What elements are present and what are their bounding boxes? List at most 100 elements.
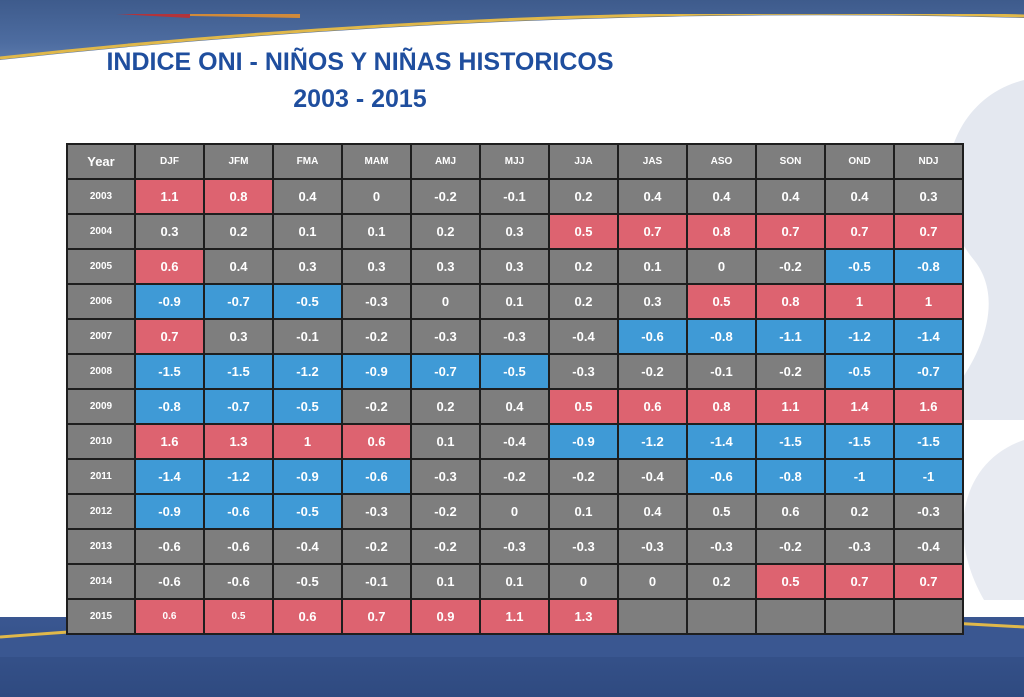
oni-value-cell: -0.6 <box>134 528 205 565</box>
oni-value-cell: 0.7 <box>824 213 895 250</box>
oni-value-cell: 0.3 <box>341 248 412 285</box>
column-header-ndj: NDJ <box>893 143 964 180</box>
oni-value-cell: 0.4 <box>272 178 343 215</box>
oni-value-cell: -0.9 <box>548 423 619 460</box>
oni-value-cell: -0.7 <box>203 388 274 425</box>
oni-value-cell: 0.1 <box>410 563 481 600</box>
oni-value-cell: -0.6 <box>686 458 757 495</box>
oni-value-cell: 0.4 <box>203 248 274 285</box>
oni-value-cell: 0.5 <box>755 563 826 600</box>
year-cell: 2004 <box>66 213 136 250</box>
oni-value-cell: 0 <box>686 248 757 285</box>
oni-value-cell: -0.3 <box>341 283 412 320</box>
oni-value-cell: 0 <box>479 493 550 530</box>
oni-value-cell: -0.3 <box>410 458 481 495</box>
table-row: 2010 1.6 1.3 1 0.6 0.1 -0.4 -0.9 -1.2 -1.4 -1.5 -1.… <box>66 423 964 460</box>
oni-value-cell: 0.1 <box>272 213 343 250</box>
oni-value-cell: 0.2 <box>686 563 757 600</box>
oni-value-cell: 0.8 <box>755 283 826 320</box>
table-row: 2006 -0.9 -0.7 -0.5 -0.3 0 0.1 0.2 0.3 0.5 0.8 1 1 <box>66 283 964 320</box>
oni-value-cell: -0.4 <box>893 528 964 565</box>
oni-value-cell: -0.3 <box>824 528 895 565</box>
oni-value-cell: -0.2 <box>410 493 481 530</box>
oni-value-cell: 0.1 <box>410 423 481 460</box>
table-row: 2015 0.6 0.5 0.6 0.7 0.9 1.1 1.3 <box>66 598 964 635</box>
oni-value-cell: -0.7 <box>410 353 481 390</box>
oni-value-cell: -0.4 <box>479 423 550 460</box>
oni-value-cell: -1.5 <box>755 423 826 460</box>
oni-value-cell: -0.2 <box>479 458 550 495</box>
oni-value-cell: -0.3 <box>479 318 550 355</box>
year-cell: 2010 <box>66 423 136 460</box>
oni-value-cell: 0.5 <box>203 598 274 635</box>
oni-value-cell: 1.3 <box>203 423 274 460</box>
header-curve-decoration <box>0 14 1024 84</box>
oni-value-cell: 1 <box>824 283 895 320</box>
oni-value-cell: 0 <box>410 283 481 320</box>
oni-value-cell: -1 <box>824 458 895 495</box>
oni-value-cell: -1.4 <box>134 458 205 495</box>
oni-value-cell: 0.9 <box>410 598 481 635</box>
oni-value-cell: -0.3 <box>479 528 550 565</box>
oni-value-cell: -0.5 <box>272 388 343 425</box>
table-row: 2005 0.6 0.4 0.3 0.3 0.3 0.3 0.2 0.1 0 -0.2 -0.5 -0.… <box>66 248 964 285</box>
oni-value-cell: 0.3 <box>617 283 688 320</box>
table-row: 2007 0.7 0.3 -0.1 -0.2 -0.3 -0.3 -0.4 -0.6 -0.8 -1… <box>66 318 964 355</box>
oni-value-cell: 0.3 <box>479 213 550 250</box>
oni-value-cell: 0.7 <box>755 213 826 250</box>
column-header-mam: MAM <box>341 143 412 180</box>
oni-value-cell: -0.5 <box>824 353 895 390</box>
year-cell: 2006 <box>66 283 136 320</box>
oni-value-cell: -0.5 <box>272 283 343 320</box>
year-cell: 2007 <box>66 318 136 355</box>
oni-value-cell: -0.9 <box>134 283 205 320</box>
oni-value-cell <box>617 598 688 635</box>
oni-value-cell: 0.2 <box>410 388 481 425</box>
table-row: 2012 -0.9 -0.6 -0.5 -0.3 -0.2 0 0.1 0.4 0.5 0.6 0.2… <box>66 493 964 530</box>
oni-value-cell: 0.3 <box>410 248 481 285</box>
oni-value-cell: 1.3 <box>548 598 619 635</box>
year-cell: 2013 <box>66 528 136 565</box>
oni-value-cell: 0.2 <box>548 178 619 215</box>
oni-value-cell: -1.4 <box>686 423 757 460</box>
column-header-fma: FMA <box>272 143 343 180</box>
oni-value-cell: -1.2 <box>617 423 688 460</box>
page-title: INDICE ONI - NIÑOS Y NIÑAS HISTORICOS <box>106 48 614 76</box>
oni-value-cell: 0.6 <box>134 248 205 285</box>
oni-value-cell: 0.5 <box>686 283 757 320</box>
oni-value-cell: 0.6 <box>755 493 826 530</box>
oni-value-cell: 0.2 <box>548 248 619 285</box>
oni-value-cell: 0.3 <box>893 178 964 215</box>
oni-value-cell: 0.8 <box>686 388 757 425</box>
oni-value-cell: 0.2 <box>548 283 619 320</box>
oni-value-cell: -0.6 <box>341 458 412 495</box>
oni-value-cell: 0.7 <box>617 213 688 250</box>
oni-value-cell: -1.5 <box>824 423 895 460</box>
oni-value-cell: -0.1 <box>479 178 550 215</box>
oni-value-cell: -0.2 <box>341 528 412 565</box>
year-cell: 2011 <box>66 458 136 495</box>
oni-value-cell: 0.6 <box>134 598 205 635</box>
oni-value-cell: -0.8 <box>686 318 757 355</box>
year-cell: 2014 <box>66 563 136 600</box>
year-cell: 2015 <box>66 598 136 635</box>
oni-value-cell: 0.3 <box>134 213 205 250</box>
oni-value-cell: -1.2 <box>824 318 895 355</box>
column-header-mjj: MJJ <box>479 143 550 180</box>
table-row: 2003 1.1 0.8 0.4 0 -0.2 -0.1 0.2 0.4 0.4 0.4 0.4 0.3 <box>66 178 964 215</box>
oni-value-cell: -0.2 <box>755 353 826 390</box>
oni-value-cell <box>686 598 757 635</box>
oni-value-cell: 0.5 <box>686 493 757 530</box>
oni-value-cell: 0.5 <box>548 388 619 425</box>
oni-value-cell: 0.4 <box>755 178 826 215</box>
year-cell: 2012 <box>66 493 136 530</box>
year-cell: 2003 <box>66 178 136 215</box>
oni-value-cell: -0.2 <box>755 528 826 565</box>
oni-value-cell: 1.1 <box>479 598 550 635</box>
oni-value-cell: -0.3 <box>548 353 619 390</box>
oni-value-cell: -0.2 <box>410 178 481 215</box>
oni-value-cell: 0.7 <box>893 563 964 600</box>
oni-value-cell: 0.2 <box>824 493 895 530</box>
table-row: 2009 -0.8 -0.7 -0.5 -0.2 0.2 0.4 0.5 0.6 0.8 1.1 1.… <box>66 388 964 425</box>
oni-value-cell: -0.4 <box>617 458 688 495</box>
